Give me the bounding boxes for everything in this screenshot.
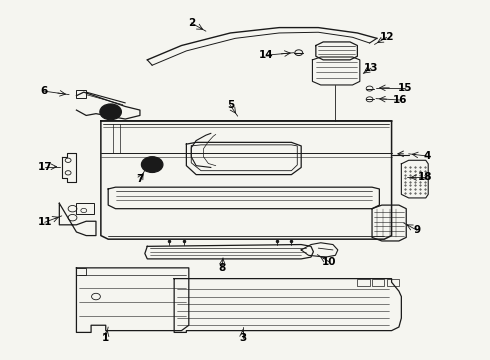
Text: 10: 10	[322, 257, 336, 267]
Text: 17: 17	[37, 162, 52, 172]
Text: 11: 11	[37, 217, 52, 227]
Text: 4: 4	[423, 151, 430, 161]
Circle shape	[142, 157, 163, 172]
Text: 1: 1	[102, 333, 109, 343]
Circle shape	[100, 104, 122, 120]
Text: 5: 5	[227, 100, 234, 111]
Text: 18: 18	[417, 172, 432, 183]
Text: 3: 3	[239, 333, 246, 343]
Text: 8: 8	[219, 263, 226, 273]
Text: 15: 15	[398, 83, 413, 93]
Text: 13: 13	[364, 63, 378, 73]
Text: 12: 12	[379, 32, 394, 42]
Text: 14: 14	[259, 50, 273, 60]
Text: 7: 7	[136, 174, 144, 184]
Text: 9: 9	[414, 225, 420, 235]
Text: 6: 6	[40, 86, 48, 96]
Text: 2: 2	[188, 18, 195, 28]
Text: 16: 16	[393, 95, 408, 105]
